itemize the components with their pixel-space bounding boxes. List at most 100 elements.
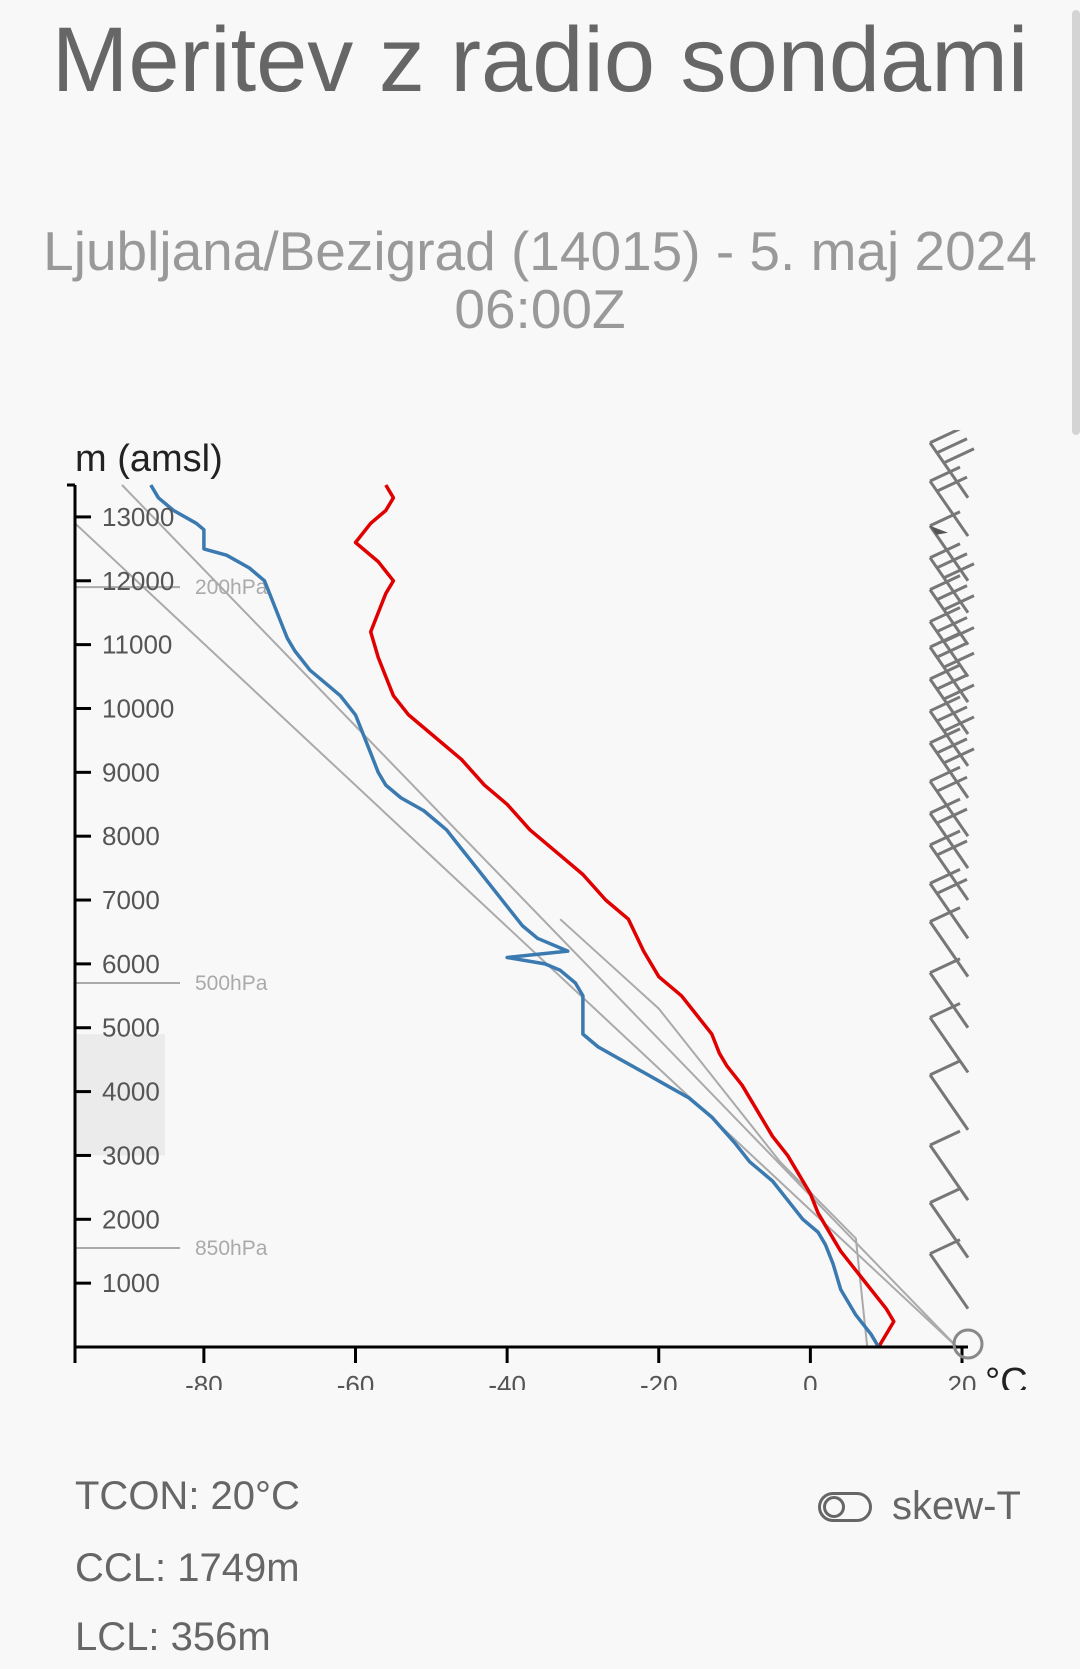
guide-line-moist-adiabat <box>559 918 869 1348</box>
wind-barb-feather <box>943 447 975 465</box>
wind-barb-staff <box>928 1201 970 1259</box>
y-tick-label: 4000 <box>102 1077 160 1107</box>
wind-barb-feather <box>936 877 968 895</box>
shaded-band <box>75 1034 165 1156</box>
wind-barb-feather <box>929 695 961 713</box>
wind-barb-feather <box>943 747 975 765</box>
wind-barb-icon <box>928 797 970 869</box>
wind-barb-feather <box>943 651 975 669</box>
wind-barb-feather <box>929 1238 961 1256</box>
wind-barb-feather <box>943 626 975 643</box>
wind-barb-feather <box>929 606 961 623</box>
ccl-value: CCL: 1749m <box>75 1546 300 1590</box>
wind-barb-feather <box>936 437 968 455</box>
wind-barb-feather <box>929 510 961 528</box>
pressure-level-label: 200hPa <box>195 576 268 599</box>
y-tick-label: 9000 <box>102 757 160 787</box>
wind-barb-icon <box>928 542 975 614</box>
wind-barb-feather <box>929 542 961 560</box>
wind-barb-feather <box>929 957 961 975</box>
wind-barb-feather <box>929 574 961 591</box>
y-tick-label: 2000 <box>102 1204 160 1234</box>
wind-barb-staff <box>928 524 970 582</box>
lcl-value: LCL: 356m <box>75 1615 271 1659</box>
wind-barb-staff <box>928 742 970 799</box>
wind-barb-icon <box>928 695 975 767</box>
wind-barb-feather <box>936 616 968 633</box>
wind-barb-icon <box>928 574 975 646</box>
scrollbar[interactable] <box>1072 10 1080 435</box>
tcon-value: TCON: 20°C <box>75 1474 300 1518</box>
wind-barb-staff <box>928 844 970 901</box>
x-tick-label: -20 <box>640 1370 678 1390</box>
x-axis-unit-label: °C <box>985 1361 1028 1390</box>
wind-barb-feather <box>929 465 961 483</box>
wind-barb-icon <box>928 957 970 1029</box>
wind-barb-pennant <box>930 525 948 535</box>
wind-barb-feather <box>943 683 975 701</box>
wind-barb-icon <box>928 1002 970 1074</box>
pressure-level-label: 500hPa <box>195 972 268 995</box>
wind-barb-icon <box>928 829 970 901</box>
wind-barb-icon <box>928 1187 970 1259</box>
wind-barb-icon <box>928 465 970 537</box>
wind-barb-icon <box>928 1129 970 1201</box>
wind-barb-icon <box>928 867 970 940</box>
y-tick-label: 3000 <box>102 1140 160 1170</box>
wind-barb-staff <box>928 1252 970 1310</box>
wind-barb-icon <box>928 727 975 799</box>
skew-t-label: skew-T <box>892 1484 1021 1528</box>
toggle-switch-icon[interactable] <box>818 1491 872 1522</box>
page-subtitle: Ljubljana/Bezigrad (14015) - 5. maj 2024… <box>43 220 1037 340</box>
wind-barb-feather <box>936 475 968 493</box>
x-tick-label: 0 <box>803 1370 817 1390</box>
wind-barb-feather <box>936 807 968 825</box>
wind-barb-icon <box>928 1238 970 1310</box>
wind-barb-staff <box>928 556 970 614</box>
wind-barb-staff <box>928 1016 970 1074</box>
toggle-knob <box>823 1495 845 1518</box>
wind-barb-icon <box>928 906 970 978</box>
wind-barb-staff <box>928 780 970 838</box>
y-tick-label: 13000 <box>102 502 174 532</box>
page-title: Meritev z radio sondami <box>51 9 1029 111</box>
wind-barb-staff <box>928 710 970 767</box>
y-tick-label: 1000 <box>102 1268 160 1298</box>
temperature-line <box>353 484 896 1348</box>
wind-barb-feather <box>936 641 968 659</box>
wind-barb-staff <box>928 588 970 646</box>
sounding-chart: 850hPa 500hPa 200hPa 1000 2000 3000 4000 5000 6… <box>67 430 1028 1390</box>
wind-barb-staff <box>928 1144 970 1201</box>
wind-barb-staff <box>928 441 970 499</box>
wind-barb-staff <box>928 920 970 978</box>
wind-barb-feather <box>929 1187 961 1204</box>
wind-barb-staff <box>928 882 970 940</box>
dewpoint-line <box>149 484 881 1348</box>
y-tick-label: 8000 <box>102 821 160 851</box>
wind-barb-feather <box>943 594 975 611</box>
wind-barb-feather <box>929 797 961 815</box>
wind-barb-staff <box>928 971 970 1029</box>
wind-barb-feather <box>943 715 975 733</box>
y-tick-label: 5000 <box>102 1013 160 1043</box>
wind-barb-feather <box>936 552 968 570</box>
wind-barb-feather <box>936 705 968 723</box>
wind-barb-feather <box>929 1059 961 1077</box>
guide-line-dry-adiabat <box>74 522 958 1348</box>
x-tick-label: -40 <box>488 1370 526 1390</box>
x-tick-label: -80 <box>185 1370 223 1390</box>
wind-barb-feather <box>936 584 968 601</box>
y-tick-label: 10000 <box>102 693 174 723</box>
calm-wind-circle-icon <box>952 1328 984 1360</box>
y-tick-label: 6000 <box>102 949 160 979</box>
wind-barb-staff <box>928 1074 970 1131</box>
wind-barb-icon <box>928 606 975 678</box>
wind-barb-feather <box>929 430 961 445</box>
wind-barb-feather <box>929 1129 961 1147</box>
wind-barb-feather <box>929 727 961 745</box>
wind-barb-feather <box>929 829 961 847</box>
skew-t-toggle[interactable]: skew-T <box>818 1484 1021 1529</box>
wind-barb-feather <box>936 839 968 857</box>
wind-barb-staff <box>928 646 970 703</box>
wind-barb-feather <box>929 765 961 783</box>
